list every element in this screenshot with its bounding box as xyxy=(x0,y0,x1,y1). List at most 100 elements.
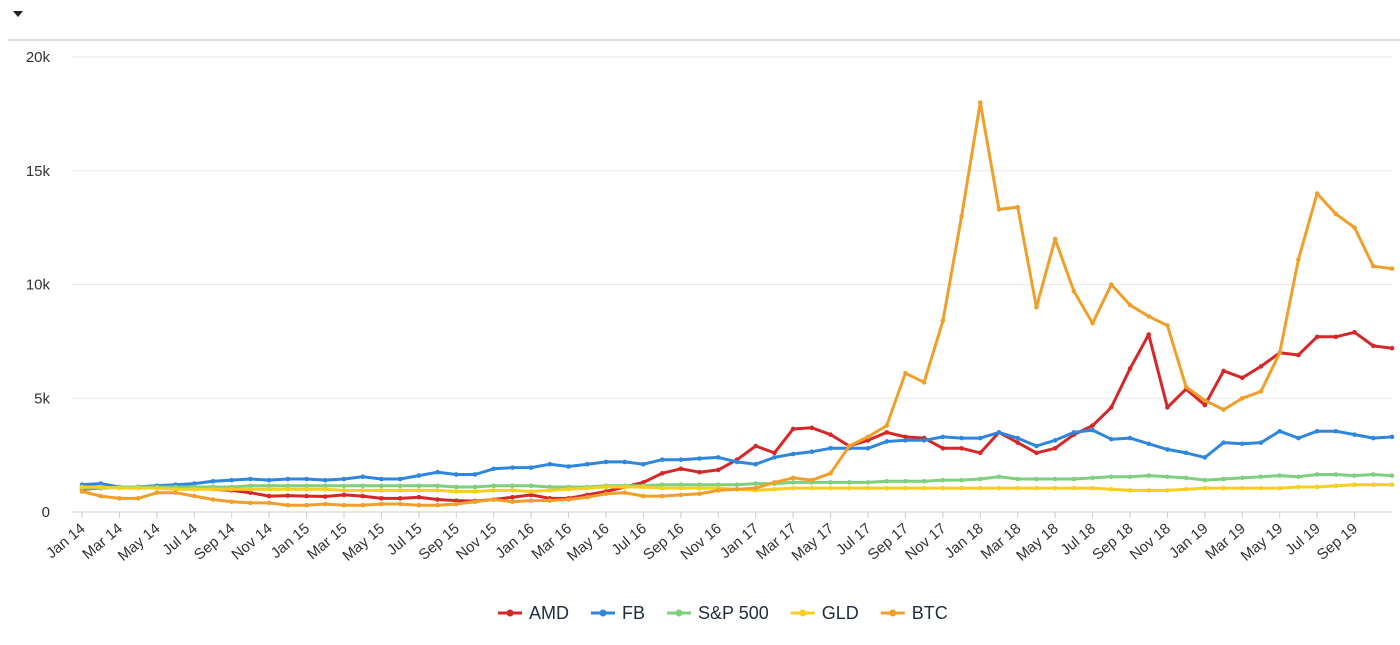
data-point xyxy=(865,434,871,440)
data-point xyxy=(248,483,253,489)
data-point xyxy=(1108,436,1114,442)
data-point xyxy=(191,486,197,492)
data-point xyxy=(846,480,852,485)
data-point xyxy=(1052,476,1058,482)
data-point xyxy=(453,501,459,507)
data-point xyxy=(1370,264,1376,269)
data-point xyxy=(1202,398,1208,403)
data-point xyxy=(1370,435,1376,441)
data-point xyxy=(322,494,328,499)
data-point xyxy=(884,478,890,484)
data-point xyxy=(622,484,628,490)
data-point xyxy=(304,476,309,482)
data-point xyxy=(379,501,384,507)
series-btc xyxy=(79,100,1395,508)
data-point xyxy=(472,489,478,494)
series-amd xyxy=(79,329,1395,504)
data-point xyxy=(865,480,871,485)
data-point xyxy=(697,456,702,461)
data-point xyxy=(472,484,478,490)
data-point xyxy=(322,501,328,507)
data-point xyxy=(1108,474,1114,480)
data-point xyxy=(641,484,646,490)
data-point xyxy=(1108,282,1114,287)
data-point xyxy=(884,423,890,428)
data-point xyxy=(1352,225,1357,230)
data-point xyxy=(1258,485,1264,491)
legend[interactable]: AMD FB S&P 500 GLD BTC xyxy=(498,603,948,623)
legend-item-amd[interactable]: AMD xyxy=(498,603,569,623)
data-point xyxy=(397,488,403,493)
data-point xyxy=(117,485,122,491)
data-point xyxy=(865,485,871,491)
data-point xyxy=(584,494,590,500)
data-point xyxy=(266,500,272,506)
data-point xyxy=(1034,476,1039,482)
data-point xyxy=(510,494,515,500)
data-point xyxy=(435,469,440,475)
data-point xyxy=(1034,485,1039,491)
data-point xyxy=(865,438,871,443)
data-point xyxy=(715,482,721,488)
data-point xyxy=(1258,440,1264,445)
data-point xyxy=(173,490,178,495)
data-point xyxy=(641,480,646,485)
data-point xyxy=(341,502,347,508)
data-point xyxy=(977,485,983,491)
legend-item-gld[interactable]: GLD xyxy=(790,603,859,623)
data-point xyxy=(1370,472,1376,477)
data-point xyxy=(1296,484,1301,490)
x-tick-label: May 19 xyxy=(1238,520,1287,565)
data-point xyxy=(940,318,946,324)
x-tick-label: Jan 14 xyxy=(43,520,88,562)
data-point xyxy=(903,438,908,443)
legend-item-fb[interactable]: FB xyxy=(591,603,645,623)
data-point xyxy=(996,207,1002,212)
data-point xyxy=(229,499,235,505)
data-point xyxy=(678,482,684,488)
legend-marker xyxy=(889,609,897,617)
data-point xyxy=(1015,485,1021,491)
data-point xyxy=(491,483,497,489)
data-point xyxy=(1015,440,1021,445)
data-point xyxy=(1258,389,1264,394)
series-line-amd xyxy=(81,330,1393,503)
data-point xyxy=(1052,438,1058,443)
data-point xyxy=(341,483,347,489)
dropdown-icon[interactable] xyxy=(10,6,26,22)
x-tick-label: May 16 xyxy=(564,520,613,565)
data-point xyxy=(641,493,646,499)
data-point xyxy=(1370,343,1376,349)
data-point xyxy=(547,488,553,493)
x-tick-label: Nov 18 xyxy=(1127,520,1174,564)
data-point xyxy=(1370,482,1376,488)
data-point xyxy=(884,485,890,491)
data-point xyxy=(435,497,440,502)
data-point xyxy=(846,485,852,491)
data-point xyxy=(566,497,571,502)
data-point xyxy=(1314,334,1320,340)
data-point xyxy=(266,486,272,492)
data-point xyxy=(996,474,1002,480)
data-point xyxy=(453,484,459,490)
data-point xyxy=(1258,474,1264,480)
legend-item-sandp-500[interactable]: S&P 500 xyxy=(667,603,769,623)
data-point xyxy=(1146,314,1152,319)
data-point xyxy=(98,493,104,499)
x-tick-label: Nov 17 xyxy=(902,520,949,564)
data-point xyxy=(1052,446,1058,451)
data-point xyxy=(1277,473,1283,478)
data-point xyxy=(79,489,85,494)
data-point xyxy=(1071,485,1077,491)
data-point xyxy=(659,482,665,488)
data-point xyxy=(678,457,684,462)
legend-item-btc[interactable]: BTC xyxy=(880,603,948,623)
data-point xyxy=(285,493,291,498)
data-point xyxy=(1090,427,1095,433)
data-point xyxy=(959,477,964,483)
data-point xyxy=(1165,405,1170,410)
data-point xyxy=(940,434,946,440)
data-point xyxy=(528,483,534,489)
data-point xyxy=(435,483,440,489)
data-point xyxy=(1221,368,1226,374)
